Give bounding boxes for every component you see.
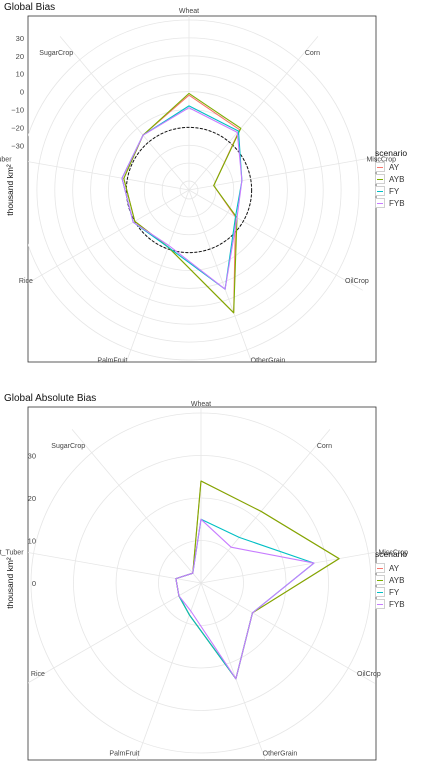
category-label-sugarcrop: SugarCrop	[39, 50, 73, 57]
r-tick-label: 30	[28, 452, 36, 461]
r-tick-label: 10	[28, 537, 36, 546]
legend-title: scenario	[375, 148, 408, 158]
r-tick-label: 20	[28, 494, 36, 503]
legend-label: AYB	[389, 174, 405, 184]
legend-label: AY	[389, 162, 400, 172]
spoke-sugarcrop	[59, 36, 190, 191]
r-tick-label: −30	[11, 141, 24, 150]
legend-label: FY	[389, 186, 400, 196]
legend-key	[375, 174, 385, 184]
panel-title-global-absolute-bias: Global Absolute Bias	[4, 393, 97, 404]
spoke-oilcrop	[200, 582, 375, 684]
legend-key	[375, 563, 385, 573]
legend-key	[375, 198, 385, 208]
category-label-corn: Corn	[305, 50, 320, 57]
radar-chart-global-absolute-bias: 30 20 10 0 Wheat Corn MiscCrop OilCrop OtherGrai…	[0, 401, 408, 761]
legend-label: FY	[389, 587, 400, 597]
spoke-rice	[28, 582, 202, 684]
category-label-othergrain: OtherGrain	[251, 357, 286, 364]
category-label-root-tuber: Root_Tuber	[0, 550, 24, 557]
legend-label: FYB	[389, 599, 405, 609]
spoke-root-tuber	[28, 552, 202, 584]
legend-item-ay: AY	[375, 161, 407, 173]
y-axis-label: thousand km²	[5, 557, 15, 609]
spoke-corn	[200, 429, 331, 584]
category-label-rice: Rice	[19, 278, 33, 285]
category-label-palmfruit: PalmFruit	[109, 750, 139, 757]
category-label-othergrain: OtherGrain	[263, 750, 298, 757]
spoke-misccrop	[200, 551, 376, 584]
category-label-wheat: Wheat	[191, 401, 211, 408]
legend-key	[375, 575, 385, 585]
spoke-othergrain	[188, 189, 253, 362]
legend-item-ay: AY	[375, 562, 407, 574]
category-label-palmfruit: PalmFruit	[97, 357, 127, 364]
radar-chart-global-bias: 30 20 10 0 −10 −20 −30 Wheat Corn MiscCrop OilCrop…	[0, 8, 396, 365]
legend-item-fy: FY	[375, 586, 407, 598]
category-label-rice: Rice	[31, 671, 45, 678]
legend-key	[375, 599, 385, 609]
category-label-misccrop: MiscCrop	[378, 550, 408, 557]
spoke-palmfruit	[125, 189, 190, 362]
y-axis-label: thousand km²	[5, 164, 15, 216]
r-tick-label: 0	[20, 88, 24, 97]
legend-global-bias: scenario AY AYB FY FYB	[375, 148, 407, 209]
r-tick-label: 10	[16, 70, 24, 79]
legend-label: FYB	[389, 198, 405, 208]
r-tick-label: −10	[11, 105, 24, 114]
category-label-oilcrop: OilCrop	[357, 671, 381, 678]
legend-key	[375, 162, 385, 172]
legend-key	[375, 186, 385, 196]
spoke-corn	[188, 36, 319, 191]
spoke-misccrop	[188, 156, 376, 191]
r-tick-label: −20	[11, 123, 24, 132]
spoke-sugarcrop	[71, 429, 202, 584]
category-label-root-tuber: Root_Tuber	[0, 157, 12, 164]
legend-item-fy: FY	[375, 185, 407, 197]
spoke-rice	[28, 189, 190, 284]
r-tick-label: 30	[16, 34, 24, 43]
legend-item-ayb: AYB	[375, 574, 407, 586]
legend-global-absolute-bias: scenario AY AYB FY FYB	[375, 549, 407, 610]
legend-title: scenario	[375, 549, 408, 559]
r-tick-label: 0	[32, 579, 36, 588]
panel-border	[27, 15, 377, 363]
series-ayb	[123, 92, 242, 314]
legend-key	[375, 587, 385, 597]
legend-item-ayb: AYB	[375, 173, 407, 185]
legend-item-fyb: FYB	[375, 197, 407, 209]
category-label-wheat: Wheat	[179, 8, 199, 15]
r-tick-label: 20	[16, 52, 24, 61]
series-fyb	[121, 107, 243, 290]
series-fyb	[175, 518, 315, 680]
category-label-misccrop: MiscCrop	[366, 157, 396, 164]
spoke-oilcrop	[188, 189, 363, 291]
legend-label: AYB	[389, 575, 405, 585]
category-label-corn: Corn	[317, 443, 332, 450]
panel-title-global-bias: Global Bias	[4, 2, 56, 13]
category-label-sugarcrop: SugarCrop	[51, 443, 85, 450]
category-label-oilcrop: OilCrop	[345, 278, 369, 285]
legend-label: AY	[389, 563, 400, 573]
legend-item-fyb: FYB	[375, 598, 407, 610]
spoke-root-tuber	[28, 161, 190, 191]
